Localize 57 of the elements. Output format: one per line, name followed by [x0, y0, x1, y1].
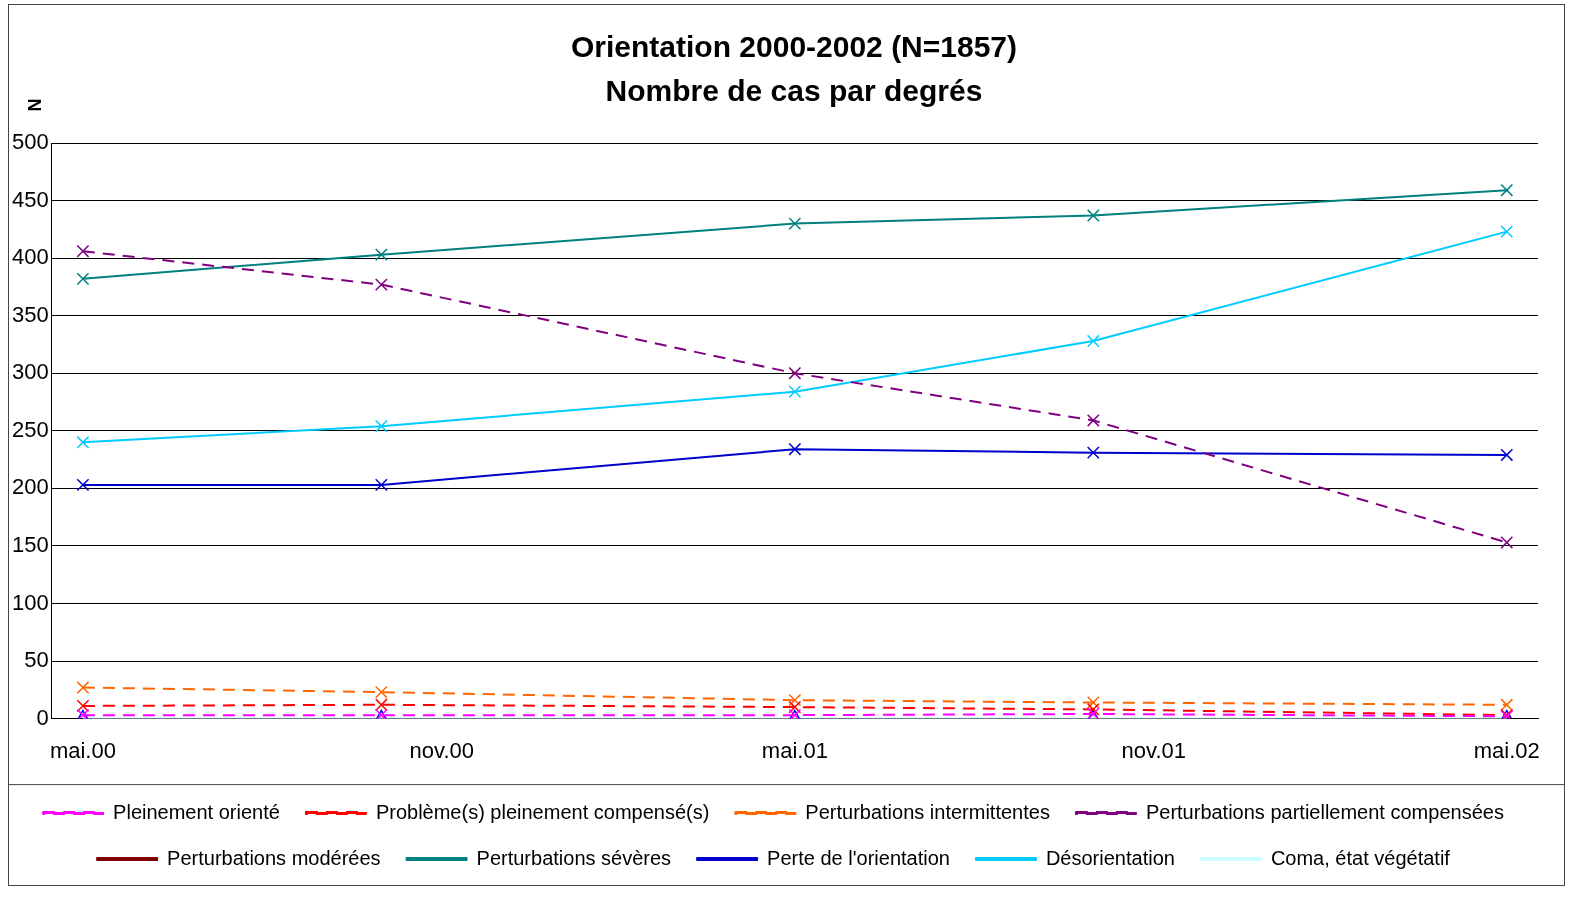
point [788, 366, 802, 380]
point [374, 419, 388, 433]
y-tick-label: 450 [11, 186, 49, 212]
point [788, 217, 802, 230]
point [1086, 696, 1100, 709]
point [76, 272, 90, 286]
point [76, 681, 90, 694]
legend-label: Coma, état végétatif [1270, 846, 1451, 869]
point [76, 478, 90, 492]
y-tick-label: 400 [11, 244, 49, 270]
x-tick-label: nov.00 [409, 737, 475, 763]
y-tick-label: 500 [11, 129, 49, 155]
point [788, 700, 802, 714]
point [1086, 702, 1100, 716]
point [788, 442, 802, 456]
point [76, 435, 90, 449]
legend-label: Problème(s) pleinement compensé(s) [375, 800, 710, 823]
y-tick-label: 0 [36, 704, 49, 730]
point [1086, 334, 1100, 348]
x-tick-label: mai.01 [761, 737, 828, 763]
y-tick-label: 150 [11, 531, 49, 557]
point [1086, 209, 1100, 222]
x-tick-label: nov.01 [1121, 737, 1186, 763]
y-tick-label: 250 [11, 416, 49, 442]
legend-label: Perte de l'orientation [767, 846, 950, 869]
y-axis-title: N [24, 98, 45, 112]
legend-label: Perturbations modérées [167, 846, 381, 869]
point [788, 693, 802, 707]
point [1500, 225, 1514, 239]
point [1086, 414, 1100, 427]
point [76, 699, 90, 713]
legend-label: Perturbations intermittentes [805, 800, 1050, 823]
y-tick-label: 200 [11, 474, 49, 500]
point [374, 685, 388, 699]
y-tick-label: 350 [11, 301, 49, 327]
y-tick-label: 50 [24, 647, 49, 673]
point [374, 248, 388, 262]
point [788, 385, 802, 399]
x-tick-label: mai.00 [49, 737, 116, 763]
y-tick-label: 300 [11, 359, 49, 385]
legend-label: Perturbations sévères [476, 846, 672, 869]
legend-label: Désorientation [1045, 846, 1175, 869]
point [1086, 446, 1100, 460]
point [1500, 698, 1514, 712]
chart-subtitle: Nombre de cas par degrés [605, 74, 983, 108]
point [1500, 448, 1514, 462]
point [1500, 536, 1514, 549]
legend-label: Pleinement orienté [113, 800, 280, 823]
point [1500, 183, 1514, 197]
legend-label: Perturbations partiellement compensées [1145, 800, 1504, 823]
y-tick-label: 100 [11, 589, 49, 615]
chart-title: Orientation 2000-2002 (N=1857) [570, 30, 1018, 64]
x-tick-label: mai.02 [1473, 737, 1540, 763]
point [76, 244, 90, 258]
point [374, 278, 388, 291]
point [374, 478, 388, 492]
point [374, 698, 388, 712]
